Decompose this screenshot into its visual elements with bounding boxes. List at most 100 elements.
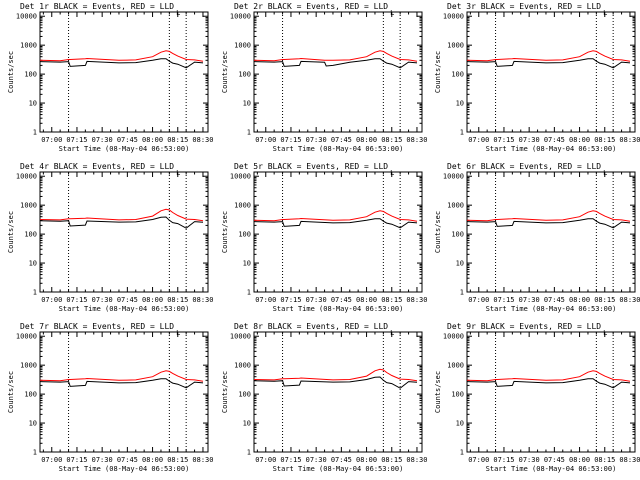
x-tick-label: 08:15 (594, 456, 615, 464)
y-tick-label: 1000 (234, 42, 251, 50)
y-tick-label: 1 (460, 449, 464, 457)
y-tick-label: 10 (29, 420, 37, 428)
detector-panel-5: Det 5r BLACK = Events, RED = LLD 1 10 100 10… (221, 162, 427, 313)
y-tick-label: 10000 (230, 13, 251, 21)
x-tick-label: 07:00 (255, 456, 276, 464)
x-tick-label: 08:30 (619, 296, 640, 304)
top-marker-label: L (390, 9, 394, 17)
y-axis-label: Counts/sec (7, 371, 15, 413)
y-tick-label: 1 (33, 129, 37, 137)
panel-title: Det 2r BLACK = Events, RED = LLD (234, 2, 388, 11)
y-tick-label: 10 (456, 420, 464, 428)
x-tick-label: 08:00 (356, 456, 377, 464)
panel-title: Det 4r BLACK = Events, RED = LLD (20, 162, 174, 171)
x-tick-label: 07:00 (468, 296, 489, 304)
y-tick-label: 10000 (443, 333, 464, 341)
x-tick-label: 07:15 (66, 296, 87, 304)
x-tick-label: 08:15 (381, 456, 402, 464)
detector-panel-7: Det 7r BLACK = Events, RED = LLD 1 10 100 10… (7, 322, 213, 473)
x-tick-label: 08:00 (142, 456, 163, 464)
x-axis-label: Start Time (08-May-04 06:53:00) (486, 305, 617, 313)
x-axis-label: Start Time (08-May-04 06:53:00) (486, 465, 617, 473)
series-lld-line (466, 370, 631, 382)
x-tick-label: 08:30 (192, 456, 213, 464)
x-tick-label: 07:45 (331, 136, 352, 144)
x-tick-label: 08:00 (142, 136, 163, 144)
x-tick-label: 07:00 (468, 136, 489, 144)
x-tick-label: 07:30 (519, 456, 540, 464)
x-tick-label: 08:30 (406, 136, 427, 144)
y-tick-label: 100 (238, 71, 251, 79)
y-tick-label: 1000 (447, 42, 464, 50)
plot-frame (253, 11, 423, 133)
detector-panel-9: Det 9r BLACK = Events, RED = LLD 1 10 100 10… (434, 322, 640, 473)
detector-panel-6: Det 6r BLACK = Events, RED = LLD 1 10 100 10… (434, 162, 640, 313)
x-tick-label: 07:30 (519, 136, 540, 144)
series-lld-line (253, 368, 418, 382)
y-tick-label: 10000 (230, 173, 251, 181)
panel-title: Det 7r BLACK = Events, RED = LLD (20, 322, 174, 331)
x-tick-label: 07:45 (544, 296, 565, 304)
y-tick-label: 10000 (443, 173, 464, 181)
y-tick-label: 10 (456, 260, 464, 268)
panel-title: Det 3r BLACK = Events, RED = LLD (447, 2, 601, 11)
x-tick-label: 07:45 (117, 456, 138, 464)
y-tick-label: 10 (243, 260, 251, 268)
x-tick-label: 07:45 (544, 456, 565, 464)
top-marker-label: L (603, 169, 607, 177)
x-axis-label: Start Time (08-May-04 06:53:00) (59, 465, 190, 473)
x-tick-label: 08:00 (569, 136, 590, 144)
x-tick-label: 08:00 (569, 456, 590, 464)
x-tick-label: 07:45 (544, 136, 565, 144)
x-tick-label: 08:00 (356, 296, 377, 304)
y-tick-label: 1000 (20, 42, 37, 50)
x-tick-label: 07:00 (41, 296, 62, 304)
series-events-line (253, 58, 418, 69)
series-lld-line (39, 50, 204, 62)
x-tick-label: 07:45 (331, 296, 352, 304)
y-tick-label: 100 (451, 391, 464, 399)
y-tick-label: 1000 (234, 202, 251, 210)
x-tick-label: 08:30 (619, 456, 640, 464)
x-tick-label: 08:30 (406, 456, 427, 464)
y-tick-label: 1 (247, 449, 251, 457)
x-tick-label: 08:00 (142, 296, 163, 304)
y-tick-label: 10 (29, 100, 37, 108)
x-axis-label: Start Time (08-May-04 06:53:00) (486, 145, 617, 153)
detector-panel-4: Det 4r BLACK = Events, RED = LLD 1 10 100 10… (7, 162, 213, 313)
y-axis-label: Counts/sec (221, 51, 229, 93)
top-marker-label: L (176, 9, 180, 17)
series-events-line (39, 378, 204, 389)
y-tick-label: 10000 (16, 173, 37, 181)
top-marker-label: L (176, 329, 180, 337)
detector-panel-8: Det 8r BLACK = Events, RED = LLD 1 10 100 10… (221, 322, 427, 473)
series-lld-line (39, 208, 204, 222)
plot-frame (39, 11, 209, 133)
y-tick-label: 1000 (447, 202, 464, 210)
x-tick-label: 08:15 (167, 296, 188, 304)
y-tick-label: 100 (238, 231, 251, 239)
x-tick-label: 07:30 (519, 296, 540, 304)
x-axis-label: Start Time (08-May-04 06:53:00) (59, 305, 190, 313)
x-tick-label: 07:30 (306, 136, 327, 144)
y-tick-label: 10 (243, 420, 251, 428)
x-tick-label: 08:15 (381, 136, 402, 144)
x-tick-label: 08:30 (406, 296, 427, 304)
x-tick-label: 08:15 (167, 136, 188, 144)
y-tick-label: 10 (29, 260, 37, 268)
x-tick-label: 08:15 (381, 296, 402, 304)
series-lld-line (466, 50, 631, 62)
x-tick-label: 07:30 (92, 296, 113, 304)
y-tick-label: 1000 (447, 362, 464, 370)
top-marker-label: L (603, 329, 607, 337)
y-tick-label: 100 (24, 391, 37, 399)
top-marker-label: L (390, 329, 394, 337)
panel-title: Det 6r BLACK = Events, RED = LLD (447, 162, 601, 171)
series-events-line (253, 218, 418, 229)
x-tick-label: 07:30 (306, 296, 327, 304)
x-tick-label: 07:00 (468, 456, 489, 464)
y-axis-label: Counts/sec (7, 51, 15, 93)
plot-frame (253, 331, 423, 453)
